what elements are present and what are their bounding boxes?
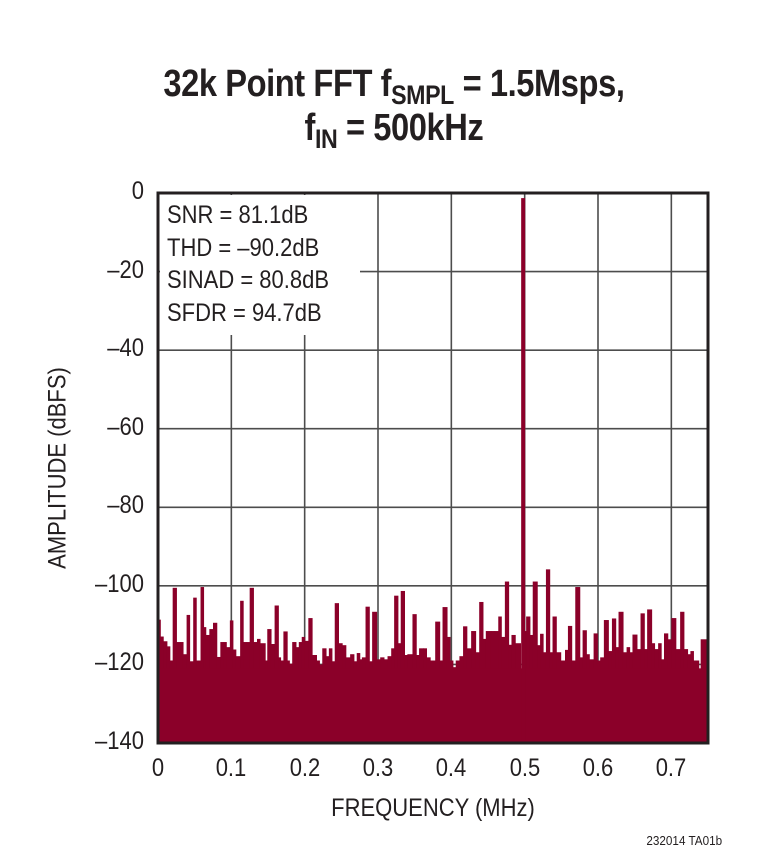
y-tick-label: –100 <box>95 569 144 598</box>
title-line-1: 32k Point FFT fSMPL = 1.5Msps, <box>163 63 625 110</box>
fft-bin <box>532 581 538 743</box>
x-tick-label: 0.7 <box>656 754 687 782</box>
y-tick-label: –120 <box>95 648 144 677</box>
x-tick-label: 0.3 <box>362 754 394 782</box>
legend-snr: SNR = 81.1dB <box>167 201 309 229</box>
fft-bin <box>249 587 254 743</box>
x-tick-label: 0.5 <box>509 754 540 782</box>
x-tick-label: 0.6 <box>582 754 614 782</box>
fft-bin <box>200 587 205 743</box>
fundamental-tone <box>521 198 526 743</box>
x-tick-label: 0 <box>151 754 165 782</box>
y-tick-label: –60 <box>107 412 144 441</box>
x-tick-label: 0.2 <box>289 754 320 782</box>
legend-sfdr: SFDR = 94.7dB <box>167 298 322 327</box>
y-tick-label: –20 <box>107 255 144 284</box>
x-axis-title: FREQUENCY (MHz) <box>331 794 535 822</box>
legend-background <box>160 195 360 335</box>
y-tick-label: –40 <box>107 334 144 363</box>
title-line-2: fIN = 500kHz <box>304 107 484 154</box>
x-tick-label: 0.4 <box>436 754 467 782</box>
y-axis-title: AMPLITUDE (dBFS) <box>43 367 72 569</box>
legend-thd: THD = –90.2dB <box>167 233 320 262</box>
fft-bin <box>575 587 581 743</box>
fft-bin <box>545 569 551 743</box>
noise-floor-fill <box>158 668 708 743</box>
x-tick-label: 0.1 <box>216 754 247 782</box>
legend-sinad: SINAD = 80.8dB <box>167 266 330 294</box>
y-tick-label: –80 <box>107 491 144 520</box>
metrics-legend: SNR = 81.1dB THD = –90.2dB SINAD = 80.8d… <box>167 199 329 329</box>
plot-frame <box>156 191 710 745</box>
fft-bin <box>504 581 510 743</box>
figure-id: 232014 TA01b <box>646 833 722 848</box>
fft-bars <box>158 198 708 743</box>
y-tick-label: –140 <box>95 727 144 755</box>
chart-title: 32k Point FFT fSMPL = 1.5Msps, fIN = 500… <box>59 62 730 154</box>
fft-bin <box>172 587 177 743</box>
fft-bin <box>400 590 405 743</box>
y-tick-label: 0 <box>131 177 144 205</box>
